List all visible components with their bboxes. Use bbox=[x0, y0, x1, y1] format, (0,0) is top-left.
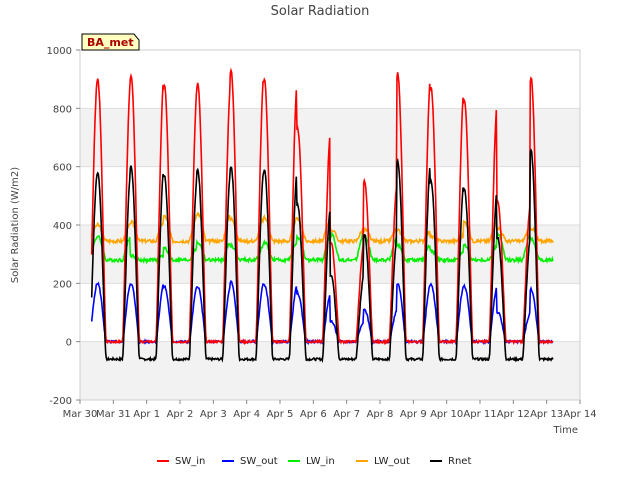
x-tick-label: Apr 9 bbox=[400, 409, 427, 420]
y-axis-ticks: -200 0 200 400 600 800 1000 bbox=[47, 46, 80, 407]
x-tick-label: Apr 12 bbox=[497, 409, 530, 420]
y-tick-label: 800 bbox=[53, 104, 72, 115]
y-axis-title: Solar Radiation (W/m2) bbox=[10, 167, 21, 283]
badge-shape bbox=[81, 33, 140, 51]
y-tick-label: -200 bbox=[49, 396, 72, 407]
station-badge: BA_met bbox=[81, 33, 140, 51]
legend-label: LW_out bbox=[374, 456, 410, 467]
x-tick-label: Apr 8 bbox=[367, 409, 394, 420]
legend-label: Rnet bbox=[448, 456, 471, 467]
legend-label: SW_out bbox=[240, 456, 278, 467]
y-tick-label: 400 bbox=[53, 221, 72, 232]
series-lines bbox=[90, 67, 554, 364]
x-tick-label: Apr 13 bbox=[530, 409, 563, 420]
x-tick-label: Apr 7 bbox=[333, 409, 360, 420]
x-tick-label: Apr 2 bbox=[167, 409, 194, 420]
x-axis-title: Time bbox=[553, 425, 578, 436]
plot-band bbox=[80, 341, 580, 400]
y-tick-label: 200 bbox=[53, 279, 72, 290]
series-line-sw-in bbox=[90, 67, 554, 346]
x-tick-label: Apr 5 bbox=[267, 409, 294, 420]
plot-band bbox=[80, 50, 580, 109]
y-tick-label: 600 bbox=[53, 163, 72, 174]
x-tick-label: Mar 31 bbox=[96, 409, 131, 420]
x-tick-label: Apr 11 bbox=[463, 409, 496, 420]
y-tick-label: 1000 bbox=[47, 46, 72, 57]
x-tick-label: Mar 30 bbox=[63, 409, 98, 420]
x-tick-label: Apr 6 bbox=[300, 409, 327, 420]
x-tick-label: Apr 10 bbox=[430, 409, 463, 420]
x-tick-label: Apr 1 bbox=[133, 409, 160, 420]
legend-label: LW_in bbox=[306, 456, 335, 467]
x-tick-label: Apr 4 bbox=[233, 409, 260, 420]
series-line-rnet bbox=[90, 148, 554, 364]
x-tick-label: Apr 14 bbox=[563, 409, 596, 420]
x-tick-label: Apr 3 bbox=[200, 409, 227, 420]
chart-title: Solar Radiation bbox=[271, 4, 370, 19]
badge-label: BA_met bbox=[87, 36, 134, 49]
legend: SW_in SW_out LW_in LW_out Rnet bbox=[157, 456, 471, 467]
legend-label: SW_in bbox=[175, 456, 205, 467]
y-tick-label: 0 bbox=[66, 338, 72, 349]
